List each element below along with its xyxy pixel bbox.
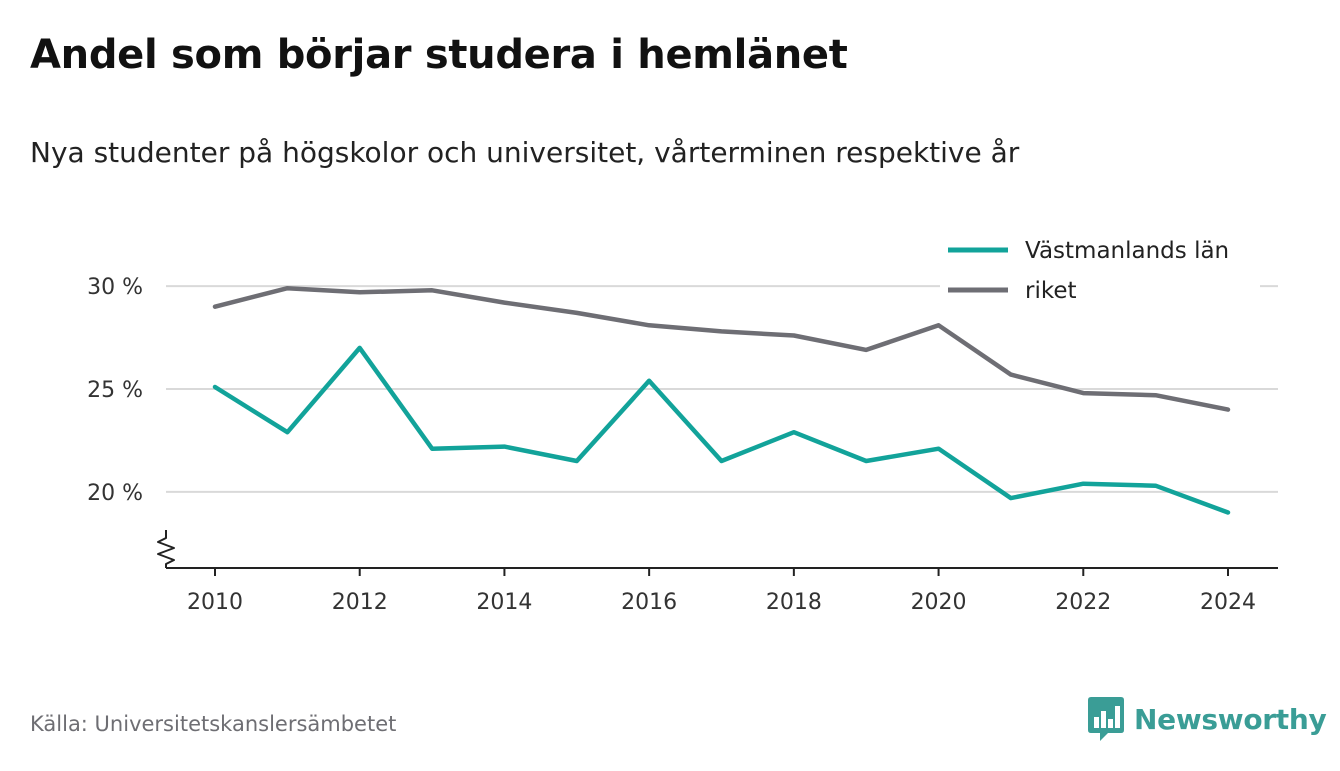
- x-tick-label: 2016: [621, 590, 677, 615]
- legend-label: Västmanlands län: [1025, 238, 1229, 264]
- brand-name: Newsworthy: [1134, 702, 1327, 736]
- y-axis: 20 % 25 % 30 %: [87, 275, 175, 568]
- x-tick-label: 2024: [1200, 590, 1256, 615]
- x-tick-label: 2018: [766, 590, 822, 615]
- y-tick-label: 25 %: [87, 378, 143, 403]
- y-tick-label: 30 %: [87, 275, 143, 300]
- bar-chart-badge-icon: [1088, 697, 1124, 741]
- x-tick-label: 2012: [332, 590, 388, 615]
- x-tick-label: 2020: [911, 590, 967, 615]
- legend: Västmanlands län riket: [940, 230, 1260, 308]
- x-tick-label: 2014: [476, 590, 532, 615]
- legend-background: [940, 230, 1260, 308]
- chart-title: Andel som börjar studera i hemlänet: [30, 32, 848, 78]
- brand-logo: Newsworthy: [1088, 697, 1327, 741]
- series-lines: [212, 285, 1231, 515]
- axis-break-icon: [157, 530, 175, 568]
- series-line-västmanlands-län: [212, 345, 1231, 515]
- series-line-riket: [212, 285, 1231, 412]
- x-tick-label: 2010: [187, 590, 243, 615]
- x-tick-label: 2022: [1055, 590, 1111, 615]
- source-note: Källa: Universitetskanslersämbetet: [30, 712, 397, 736]
- y-tick-label: 20 %: [87, 481, 143, 506]
- legend-label: riket: [1025, 278, 1077, 304]
- chart-subtitle: Nya studenter på högskolor och universit…: [30, 136, 1020, 169]
- x-axis: 2010 2012 2014 2016 2018 2020 2022 2024: [166, 567, 1278, 615]
